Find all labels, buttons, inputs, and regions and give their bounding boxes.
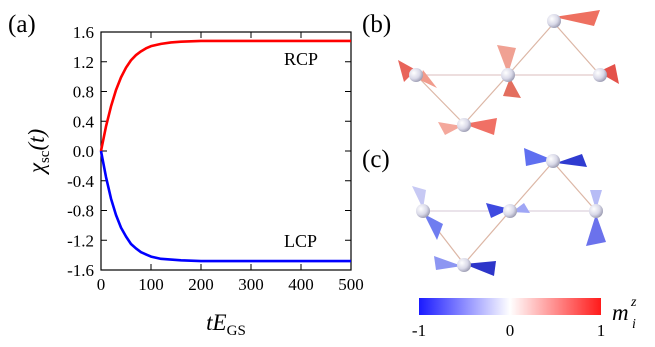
y-axis-title-arg: (t)	[24, 129, 49, 151]
series-label-lcp: LCP	[284, 231, 317, 251]
series-label-rcp: RCP	[284, 49, 318, 69]
series-line-rcp	[99, 39, 351, 152]
colorbar-label-sup: z	[630, 295, 637, 310]
spin-sites-c	[416, 154, 603, 272]
panel-label-a: (a)	[8, 11, 36, 38]
y-tick-label: 1.2	[73, 53, 94, 72]
x-tick-label: 300	[238, 275, 264, 294]
lattice-site	[457, 258, 471, 272]
spin-arrow	[412, 186, 426, 209]
y-tick-label: -1.6	[67, 261, 94, 280]
colorbar: -1 0 1 m z i	[412, 295, 637, 340]
x-tick-label: 200	[188, 275, 214, 294]
x-axis-title-main: tE	[206, 310, 226, 335]
x-ticks: 0 100 200 300 400 500	[97, 32, 364, 294]
spin-arrow	[486, 203, 510, 218]
spin-arrow	[524, 148, 553, 166]
spin-arrows-c	[412, 148, 606, 276]
panel-label-b: (b)	[362, 11, 391, 38]
spin-arrow	[598, 64, 619, 84]
spin-arrow	[434, 256, 462, 270]
spin-arrow	[503, 78, 521, 98]
lattice-site	[546, 154, 560, 168]
y-tick-label: 0.8	[73, 83, 94, 102]
y-tick-label: -0.8	[67, 202, 94, 221]
y-tick-label: 1.6	[73, 23, 94, 42]
colorbar-tick-max: 1	[597, 321, 606, 340]
spin-diagram-b	[398, 10, 619, 135]
lattice-site	[547, 14, 561, 28]
y-ticks: 1.6 1.2 0.8 0.4 0.0 -0.4 -0.8 -1.2 -1.6	[67, 23, 351, 280]
spin-arrow	[438, 122, 462, 135]
spin-arrow	[497, 45, 516, 74]
spin-arrow	[556, 154, 587, 167]
spin-arrow	[590, 190, 602, 210]
bond-lines-b	[415, 22, 601, 125]
series-line-lcp	[99, 150, 351, 263]
spin-arrow	[420, 70, 437, 88]
lattice-site	[589, 204, 603, 218]
spin-arrow	[464, 261, 496, 276]
x-tick-label: 100	[138, 275, 164, 294]
colorbar-tick-min: -1	[412, 321, 426, 340]
y-axis-title-main: χ	[24, 162, 49, 175]
y-tick-label: 0.4	[73, 112, 95, 131]
y-tick-label: -1.2	[67, 231, 94, 250]
lattice-site	[409, 68, 423, 82]
spin-arrow	[464, 118, 497, 135]
colorbar-label: m	[612, 300, 629, 325]
panel-label-c: (c)	[362, 146, 390, 173]
lattice-site	[501, 68, 515, 82]
colorbar-gradient	[419, 298, 601, 315]
spin-arrow	[554, 10, 600, 26]
spin-arrow	[424, 214, 443, 240]
y-tick-label: 0.0	[73, 142, 94, 161]
spin-sites-b	[409, 14, 607, 132]
spin-arrow	[398, 60, 416, 82]
colorbar-label-main: m	[612, 300, 629, 325]
lattice-site	[457, 118, 471, 132]
x-tick-label: 400	[288, 275, 314, 294]
lattice-site	[593, 68, 607, 82]
x-tick-label: 500	[338, 275, 364, 294]
y-tick-label: -0.4	[67, 172, 94, 191]
y-axis-title-sub: sc	[37, 150, 53, 163]
spin-arrows-b	[398, 10, 619, 135]
colorbar-label-sub: i	[632, 317, 636, 332]
x-axis-title: tEGS	[206, 310, 246, 339]
y-axis-title: χsc(t)	[24, 129, 53, 175]
series-group	[99, 39, 351, 263]
x-axis-title-sub: GS	[227, 323, 246, 339]
spin-arrow	[586, 214, 606, 246]
x-tick-label: 0	[97, 275, 106, 294]
line-chart: 1.6 1.2 0.8 0.4 0.0 -0.4 -0.8 -1.2 -1.6 0 100 200 3…	[24, 23, 364, 339]
lattice-site	[416, 204, 430, 218]
lattice-site	[503, 204, 517, 218]
colorbar-tick-mid: 0	[506, 321, 515, 340]
spin-diagram-c	[412, 148, 606, 276]
